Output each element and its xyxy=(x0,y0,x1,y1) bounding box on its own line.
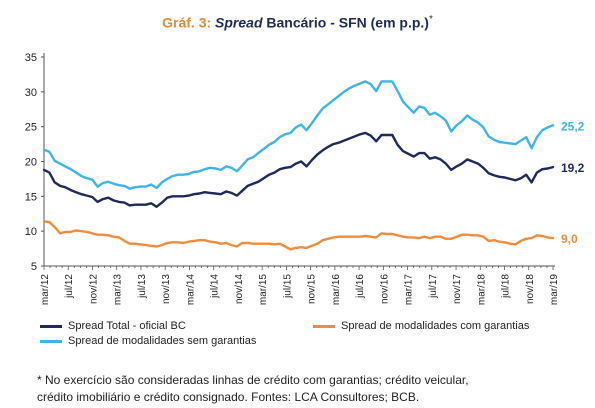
legend-swatch-total xyxy=(40,324,62,328)
y-tick-label: 15 xyxy=(25,191,37,203)
x-tick-label: nov/18 xyxy=(525,274,536,304)
x-tick-label: nov/16 xyxy=(379,274,390,304)
title-marker: * xyxy=(428,14,433,25)
y-tick-label: 35 xyxy=(25,52,37,64)
title-main: Bancário - SFN (em p.p.) xyxy=(266,14,429,31)
x-tick-label: nov/12 xyxy=(88,274,99,304)
y-tick-label: 20 xyxy=(25,157,37,169)
legend-total: Spread Total - oficial BC xyxy=(40,320,186,332)
series-end-label-2: 9,0 xyxy=(561,232,578,246)
x-tick-label: jul/15 xyxy=(282,274,293,299)
title-italic: Spread xyxy=(215,14,263,31)
series-line-2 xyxy=(42,220,555,251)
x-tick-label: mar/19 xyxy=(549,274,560,306)
y-tick-label: 30 xyxy=(25,87,37,99)
x-tick-label: jul/18 xyxy=(501,274,512,299)
series-line-1 xyxy=(42,131,555,209)
x-tick-label: nov/14 xyxy=(234,274,245,304)
legend-swatch-com-garantias xyxy=(313,324,335,328)
x-tick-label: jul/17 xyxy=(428,274,439,299)
x-tick-label: mar/15 xyxy=(258,274,269,306)
series-end-label-0: 25,2 xyxy=(561,119,585,133)
title-prefix: Gráf. 3: xyxy=(162,14,212,31)
y-tick-label: 10 xyxy=(25,226,37,238)
x-tick-label: mar/16 xyxy=(331,274,342,306)
footnote-line-1: * No exercício são consideradas linhas d… xyxy=(37,373,469,387)
legend-sem-garantias: Spread de modalidades sem garantias xyxy=(40,335,256,347)
legend-com-garantias: Spread de modalidades com garantias xyxy=(313,320,529,332)
x-tick-label: mar/12 xyxy=(40,274,51,306)
x-tick-label: mar/17 xyxy=(404,274,415,306)
x-tick-label: nov/15 xyxy=(307,274,318,304)
legend-label-com-garantias: Spread de modalidades com garantias xyxy=(341,320,530,332)
footnote-line-2: crédito imobiliário e crédito consignado… xyxy=(37,390,420,404)
legend-label-total: Spread Total - oficial BC xyxy=(68,320,186,332)
x-tick-label: nov/13 xyxy=(161,274,172,304)
x-tick-label: jul/16 xyxy=(355,274,366,299)
legend-label-sem-garantias: Spread de modalidades sem garantias xyxy=(68,335,257,347)
x-tick-label: jul/13 xyxy=(137,274,148,299)
series-line-0 xyxy=(42,80,555,190)
legend-swatch-sem-garantias xyxy=(40,339,62,343)
x-tick-label: mar/13 xyxy=(113,274,124,306)
y-tick-label: 25 xyxy=(25,122,37,134)
x-tick-label: mar/14 xyxy=(185,274,196,306)
y-tick-label: 5 xyxy=(31,261,37,273)
x-tick-label: jul/14 xyxy=(210,274,221,299)
x-tick-label: nov/17 xyxy=(452,274,463,304)
x-tick-label: mar/18 xyxy=(476,274,487,306)
chart-title: Gráf. 3: Spread Bancário - SFN (em p.p.)… xyxy=(0,14,595,31)
footnote: * No exercício são consideradas linhas d… xyxy=(37,372,469,406)
series-end-label-1: 19,2 xyxy=(561,161,585,175)
x-tick-label: jul/12 xyxy=(64,274,75,299)
